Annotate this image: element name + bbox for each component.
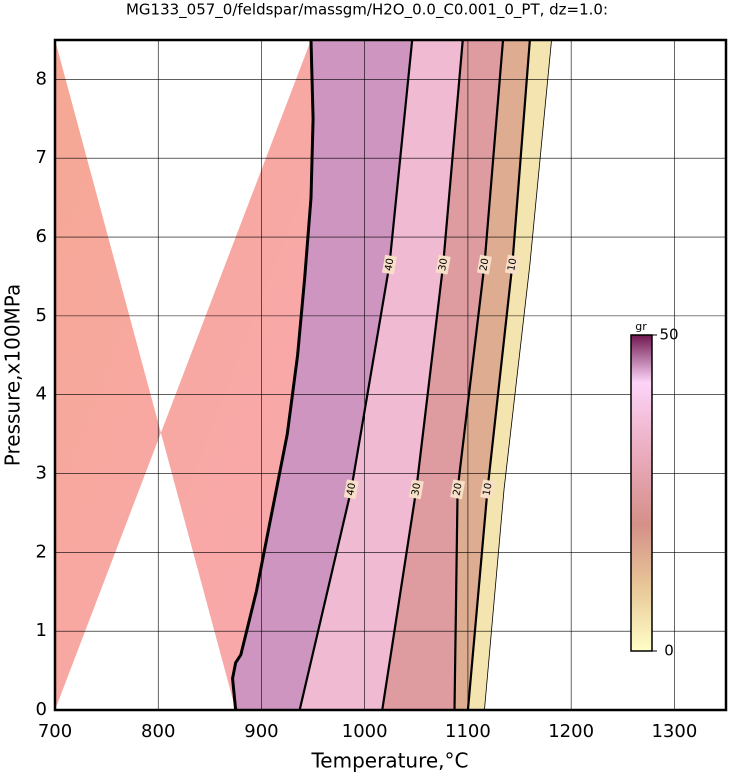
contour-label-text: 30 bbox=[410, 482, 423, 496]
contour-label-bg bbox=[408, 479, 424, 500]
y-tick-label: 2 bbox=[36, 541, 47, 562]
x-tick-label: 1000 bbox=[342, 721, 388, 742]
frame bbox=[53, 38, 728, 712]
contour-label-bg bbox=[450, 479, 466, 500]
contour-label: 40 bbox=[381, 254, 397, 275]
fills bbox=[55, 40, 552, 710]
region-fill bbox=[55, 40, 314, 710]
y-tick-label: 8 bbox=[36, 68, 47, 89]
contour-label-text: 10 bbox=[482, 482, 495, 496]
axes: 700 800 900 1000 1100 1200 1300 0 1 2 3 4 5 6 7 8 bbox=[36, 40, 726, 742]
edge-line bbox=[484, 39, 552, 711]
contour-label-text: 40 bbox=[383, 258, 396, 272]
x-tick-label: 900 bbox=[244, 721, 278, 742]
contour-label-bg bbox=[504, 254, 520, 275]
colorbar-tick-label: 50 bbox=[659, 326, 678, 344]
contour-label: 10 bbox=[504, 254, 520, 275]
y-tick-label: 4 bbox=[36, 384, 47, 405]
y-tick-label: 1 bbox=[36, 620, 47, 641]
x-tick-label: 800 bbox=[141, 721, 175, 742]
contour-label-bg bbox=[381, 254, 397, 275]
contour-label-text: 40 bbox=[345, 482, 358, 496]
contour-line bbox=[453, 39, 505, 711]
contour-label: 20 bbox=[450, 479, 466, 500]
y-tick-label: 5 bbox=[36, 305, 47, 326]
contour-label-text: 20 bbox=[478, 258, 491, 272]
colorbar-label: gr bbox=[635, 320, 647, 333]
contour-label: 20 bbox=[476, 254, 492, 275]
contour-label-text: 30 bbox=[437, 258, 450, 272]
band-fill bbox=[454, 40, 530, 710]
band-fill bbox=[232, 40, 413, 710]
contour-label: 40 bbox=[343, 479, 359, 500]
x-tick-label: 700 bbox=[38, 721, 72, 742]
colorbar-tick-label: 0 bbox=[664, 642, 674, 660]
boundary-line bbox=[231, 39, 315, 711]
x-tick-label: 1200 bbox=[548, 721, 594, 742]
contour-label-text: 20 bbox=[452, 482, 465, 496]
contour-line bbox=[466, 39, 531, 711]
contour-label: 30 bbox=[435, 254, 451, 275]
y-axis-label: Pressure,x100MPa bbox=[1, 284, 25, 466]
contour-label-bg bbox=[476, 254, 492, 275]
contour-label-bg bbox=[435, 254, 451, 275]
band-fill bbox=[467, 40, 552, 710]
contour-label-text: 10 bbox=[506, 258, 519, 272]
plot-area: 700 800 900 1000 1100 1200 1300 0 1 2 3 4 5 6 7 8 40 40 30… bbox=[36, 38, 728, 742]
contour-label-bg bbox=[480, 479, 496, 500]
band-fill bbox=[382, 40, 504, 710]
y-tick-label: 6 bbox=[36, 226, 47, 247]
x-tick-label: 1300 bbox=[651, 721, 697, 742]
x-axis-label: Temperature,°C bbox=[310, 749, 468, 773]
contour-label: 10 bbox=[480, 479, 496, 500]
contour-label: 30 bbox=[408, 479, 424, 500]
chart-title: MG133_057_0/feldspar/massgm/H2O_0.0_C0.0… bbox=[126, 1, 608, 20]
contour-line bbox=[381, 39, 464, 711]
colorbar bbox=[630, 334, 653, 652]
band-fill bbox=[299, 40, 463, 710]
contour-line bbox=[298, 39, 414, 711]
contour-label-bg bbox=[343, 479, 359, 500]
x-tick-label: 1100 bbox=[445, 721, 491, 742]
y-tick-label: 3 bbox=[36, 463, 47, 484]
y-tick-label: 7 bbox=[36, 147, 47, 168]
y-tick-label: 0 bbox=[36, 699, 47, 720]
